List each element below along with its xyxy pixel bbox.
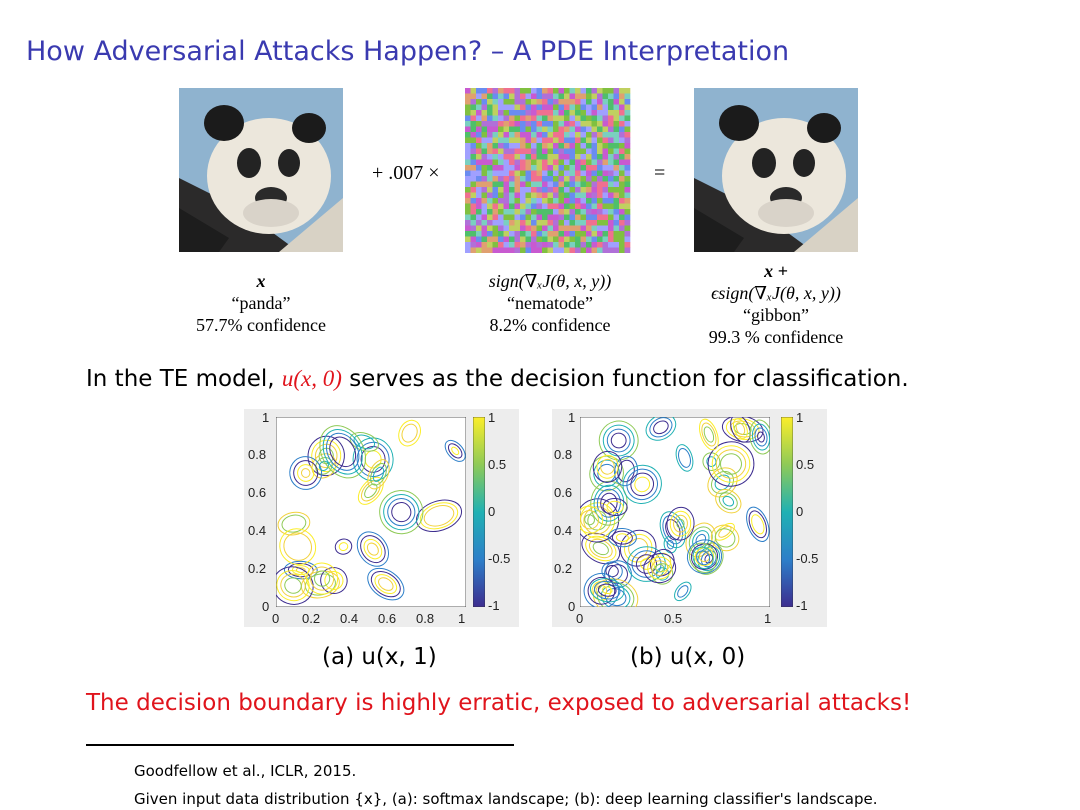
footnote-1: Goodfellow et al., ICLR, 2015. (134, 762, 357, 780)
adversarial-panda-image (694, 88, 858, 252)
noise-pattern (465, 88, 631, 253)
math-x-plus: x + (764, 261, 788, 281)
ytick-a: 0.2 (248, 561, 267, 576)
cbtick-a: -1 (488, 598, 500, 613)
panda-photo (179, 88, 343, 252)
confidence-gibbon: 99.3 % confidence (708, 327, 844, 347)
caption-a: (a) u(x, 1) (322, 644, 437, 670)
contour-plot-a (276, 417, 466, 607)
body-highlight: u(x, 0) (281, 366, 342, 391)
ytick-b: 0.6 (554, 485, 573, 500)
confidence-panda: 57.7% confidence (196, 315, 326, 335)
contour-plot-b (580, 417, 770, 607)
body-suffix: serves as the decision function for clas… (341, 366, 909, 392)
math-eps-sign: ϵsign(∇ₓJ(θ, x, y)) (711, 283, 841, 303)
colorbar-b-gradient (780, 416, 794, 608)
panda-photo-adversarial (694, 88, 858, 252)
ytick-a: 0.4 (248, 523, 267, 538)
ytick-b: 0.4 (554, 523, 573, 538)
ytick-a: 0 (262, 599, 270, 614)
cbtick-a: 0 (488, 504, 496, 519)
footnote-2: Given input data distribution {x}, (a): … (134, 790, 878, 808)
math-sign-gradient: sign(∇ₓJ(θ, x, y)) (488, 271, 612, 291)
math-x: x (256, 271, 266, 291)
label-panda: “panda” (231, 293, 291, 313)
cbtick-a: -0.5 (488, 551, 511, 566)
cbtick-b: -1 (796, 598, 808, 613)
xtick-b: 1 (764, 611, 772, 626)
panda-image (179, 88, 343, 252)
label-gibbon: “gibbon” (743, 305, 809, 325)
ytick-a: 0.6 (248, 485, 267, 500)
cbtick-a: 1 (488, 410, 496, 425)
xtick-b: 0.5 (664, 611, 683, 626)
caption-col-3: x + ϵsign(∇ₓJ(θ, x, y)) “gibbon” 99.3 % … (666, 260, 886, 348)
cbtick-b: 1 (796, 410, 804, 425)
plot-b: 1 0.8 0.6 0.4 0.2 0 0 0.5 1 1 0.5 0 -0.5… (552, 409, 827, 627)
ytick-b: 0.8 (554, 447, 573, 462)
xtick-a: 0.6 (378, 611, 397, 626)
noise-image (465, 88, 631, 253)
conclusion-statement: The decision boundary is highly erratic,… (86, 690, 912, 716)
plus-operator: + .007 × (372, 162, 440, 184)
xtick-a: 0.4 (340, 611, 359, 626)
xtick-a: 1 (458, 611, 466, 626)
xtick-a: 0.2 (302, 611, 321, 626)
ytick-a: 1 (262, 410, 270, 425)
label-nematode: “nematode” (507, 293, 593, 313)
colorbar-a (472, 416, 486, 608)
caption-col-1: x “panda” 57.7% confidence (171, 270, 351, 336)
slide-title: How Adversarial Attacks Happen? – A PDE … (26, 36, 790, 67)
ytick-a: 0.8 (248, 447, 267, 462)
xtick-a: 0.8 (416, 611, 435, 626)
body-prefix: In the TE model, (86, 366, 282, 392)
caption-col-2: sign(∇ₓJ(θ, x, y)) “nematode” 8.2% confi… (440, 270, 660, 336)
colorbar-b (780, 416, 794, 608)
ytick-b: 1 (568, 410, 576, 425)
plot-a: 1 0.8 0.6 0.4 0.2 0 0 0.2 0.4 0.6 0.8 1 … (244, 409, 519, 627)
ytick-b: 0.2 (554, 561, 573, 576)
cbtick-a: 0.5 (488, 457, 507, 472)
xtick-a: 0 (272, 611, 280, 626)
body-text: In the TE model, u(x, 0) serves as the d… (86, 366, 909, 392)
confidence-nematode: 8.2% confidence (489, 315, 611, 335)
equals-operator: = (654, 162, 666, 184)
colorbar-a-gradient (472, 416, 486, 608)
cbtick-b: -0.5 (796, 551, 819, 566)
cbtick-b: 0 (796, 504, 804, 519)
cbtick-b: 0.5 (796, 457, 815, 472)
footnote-rule (86, 744, 514, 746)
xtick-b: 0 (576, 611, 584, 626)
caption-b: (b) u(x, 0) (630, 644, 746, 670)
ytick-b: 0 (568, 599, 576, 614)
